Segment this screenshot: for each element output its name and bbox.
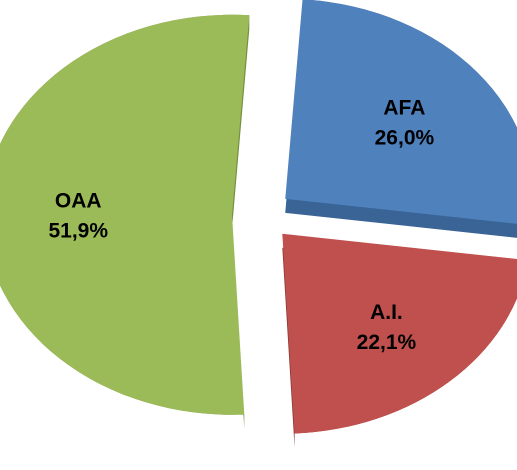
labels-layer: AFA 26,0% A.I. 22,1% OAA 51,9% — [48, 97, 434, 354]
pie-slice-oaa — [0, 14, 250, 429]
slices-layer — [0, 0, 517, 448]
slice-value-label: 51,9% — [48, 219, 108, 242]
slice-name-label: OAA — [55, 189, 102, 212]
slice-value-label: 26,0% — [375, 127, 435, 150]
pie-slice-afa — [285, 0, 517, 238]
slice-name-label: A.I. — [370, 301, 403, 324]
slice-value-label: 22,1% — [357, 331, 417, 354]
slice-name-label: AFA — [383, 97, 425, 120]
pie-slice-a-i — [282, 233, 517, 448]
pie-slice-top — [0, 14, 250, 415]
pie-slice-top — [282, 233, 517, 434]
pie-slice-top — [285, 0, 517, 224]
